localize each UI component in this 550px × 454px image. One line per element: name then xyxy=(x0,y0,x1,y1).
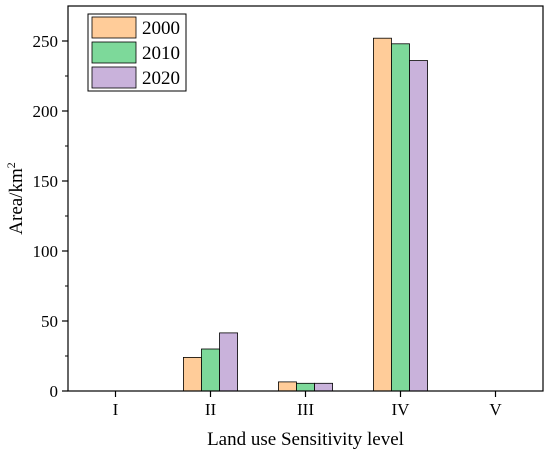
y-tick-label: 50 xyxy=(41,312,58,331)
y-axis-label: Area/km2 xyxy=(4,162,27,234)
bar-2020-II xyxy=(219,332,238,392)
y-tick-label: 200 xyxy=(33,102,59,121)
x-axis-label: Land use Sensitivity level xyxy=(207,429,404,450)
bar-2010-III xyxy=(296,382,315,392)
bar-2000-II xyxy=(183,356,202,392)
x-tick-label: III xyxy=(297,400,314,419)
legend-label-2010: 2010 xyxy=(142,43,180,64)
x-tick-label: IV xyxy=(392,400,411,419)
x-tick-label: II xyxy=(205,400,217,419)
bars-layer xyxy=(183,37,428,392)
bar-2010-IV xyxy=(391,43,410,392)
x-tick-label: V xyxy=(489,400,502,419)
legend-swatch-2010 xyxy=(91,41,137,64)
bar-2020-IV xyxy=(409,60,428,392)
bar-2010-II xyxy=(201,348,220,392)
y-tick-label: 100 xyxy=(33,242,59,261)
legend-swatch-2000 xyxy=(91,16,137,39)
legend-swatch-2020 xyxy=(91,66,137,89)
y-axis-label-superscript: 2 xyxy=(4,162,18,168)
x-tick-label: I xyxy=(113,400,119,419)
legend-label-2020: 2020 xyxy=(142,68,180,89)
legend: 2000 2010 2020 xyxy=(87,13,187,92)
bar-2020-III xyxy=(314,382,333,392)
x-axis: I II III IV V xyxy=(113,391,502,419)
y-tick-label: 150 xyxy=(33,172,59,191)
y-axis: 0 50 100 150 200 250 xyxy=(33,32,68,401)
y-tick-label: 0 xyxy=(50,382,59,401)
bar-2000-IV xyxy=(373,37,392,392)
legend-label-2000: 2000 xyxy=(142,18,180,39)
y-axis-label-text: Area/km xyxy=(6,168,27,235)
y-tick-label: 250 xyxy=(33,32,59,51)
bar-2000-III xyxy=(278,381,297,392)
